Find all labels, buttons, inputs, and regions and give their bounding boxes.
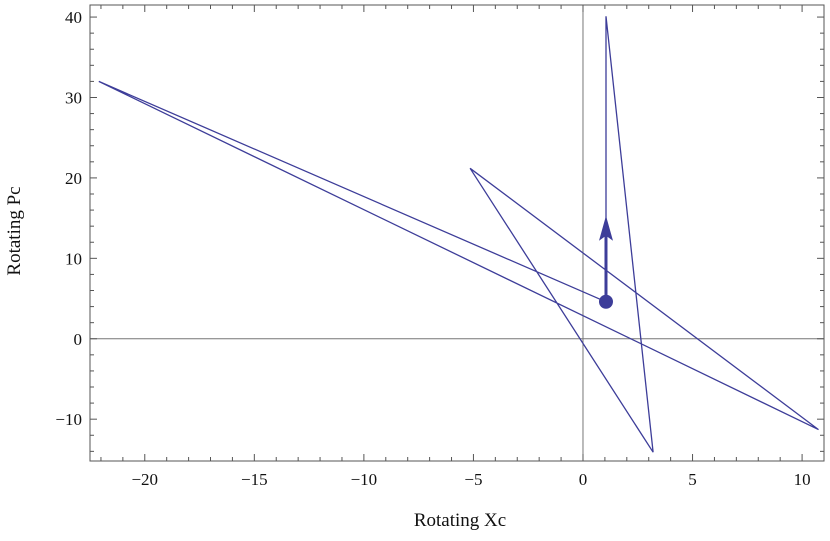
y-axis-label: Rotating Pc <box>4 186 25 275</box>
y-tick-label: −10 <box>55 410 82 429</box>
x-tick-label: 5 <box>688 470 697 489</box>
x-tick-label: 0 <box>579 470 588 489</box>
x-tick-label: −10 <box>351 470 378 489</box>
y-tick-labels: −10 0 10 20 30 40 <box>55 8 82 429</box>
zero-lines <box>90 5 824 461</box>
direction-arrow-head <box>598 215 613 241</box>
x-axis-label: Rotating Xc <box>414 510 506 531</box>
plot-frame <box>89 4 825 462</box>
x-tick-labels: −20 −15 −10 −5 0 5 10 <box>131 470 810 489</box>
x-tick-label: −20 <box>131 470 158 489</box>
y-tick-label: 30 <box>65 88 82 107</box>
y-tick-label: 0 <box>74 330 83 349</box>
axis-ticks <box>90 5 825 461</box>
marker-layer <box>598 215 613 309</box>
y-tick-label: 20 <box>65 169 82 188</box>
plot-border <box>89 4 825 462</box>
x-tick-label: 10 <box>794 470 811 489</box>
x-tick-label: −15 <box>241 470 268 489</box>
start-point-marker <box>598 294 613 309</box>
y-tick-label: 40 <box>65 8 82 27</box>
trajectory-line <box>98 16 819 453</box>
y-tick-label: 10 <box>65 249 82 268</box>
series-layer <box>98 16 819 453</box>
x-tick-label: −5 <box>464 470 482 489</box>
